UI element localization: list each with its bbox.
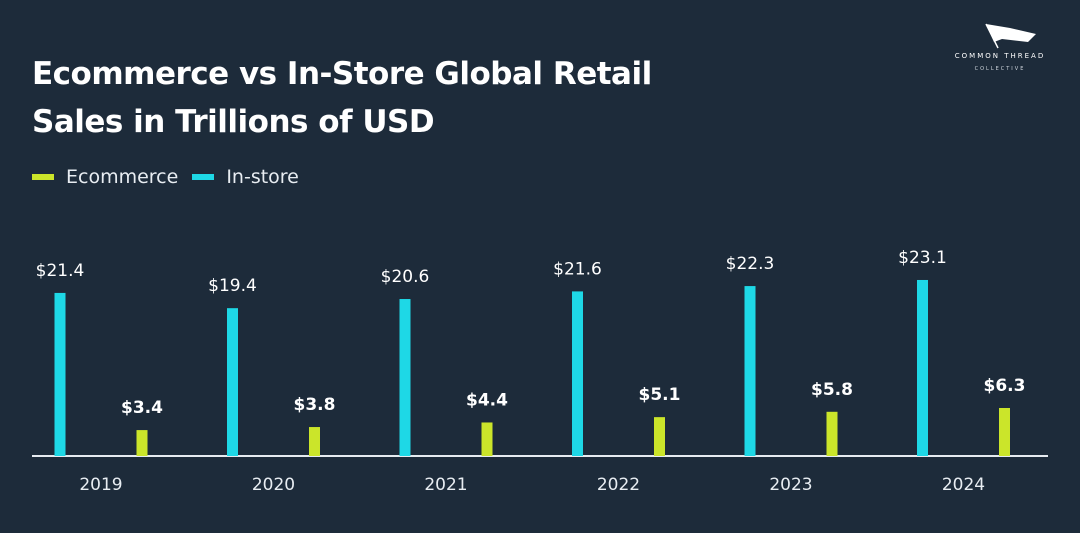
brand-logo: COMMON THREAD COLLECTIVE [950,20,1050,80]
data-label-instore-2024: $23.1 [898,248,947,268]
x-tick-label-2024: 2024 [942,475,985,495]
data-label-ecommerce-2024: $6.3 [984,376,1026,396]
bar-instore-2023 [744,286,756,456]
bar-ecommerce-2022 [654,417,665,456]
logo-subtitle: COLLECTIVE [974,66,1026,72]
bar-instore-2019 [54,292,66,456]
legend-label-ecommerce: Ecommerce [66,166,179,188]
x-tick-label-2019: 2019 [79,475,122,495]
legend-item-instore: In-store [192,166,299,188]
title-line-2: Sales in Trillions of USD [32,104,435,140]
data-label-ecommerce-2019: $3.4 [121,398,163,418]
data-label-instore-2020: $19.4 [208,276,257,296]
data-label-ecommerce-2020: $3.8 [294,395,336,415]
x-tick-label-2023: 2023 [769,475,812,495]
bar-ecommerce-2021 [481,422,493,456]
chart-title: Ecommerce vs In-Store Global Retail Sale… [32,50,652,146]
data-label-ecommerce-2022: $5.1 [639,385,681,405]
data-label-ecommerce-2021: $4.4 [466,390,508,410]
bar-instore-2021 [399,299,411,456]
flag-icon [985,23,1036,49]
legend-label-instore: In-store [226,166,299,188]
title-line-1: Ecommerce vs In-Store Global Retail [32,56,652,92]
data-label-instore-2023: $22.3 [726,254,775,274]
data-label-ecommerce-2023: $5.8 [811,380,853,400]
bar-instore-2020 [227,308,238,456]
bar-ecommerce-2024 [999,407,1010,456]
bar-ecommerce-2023 [826,411,838,456]
data-label-instore-2019: $21.4 [36,261,85,281]
data-label-instore-2021: $20.6 [381,267,430,287]
bar-ecommerce-2019 [136,430,148,456]
data-label-instore-2022: $21.6 [553,259,602,279]
legend-swatch-instore [192,174,215,180]
x-tick-label-2020: 2020 [252,475,295,495]
bar-instore-2024 [917,279,928,456]
x-tick-label-2021: 2021 [424,475,467,495]
bar-ecommerce-2020 [309,427,320,456]
x-tick-label-2022: 2022 [597,475,640,495]
legend-item-ecommerce: Ecommerce [32,166,178,188]
bar-instore-2022 [572,291,583,456]
logo-wordmark: COMMON THREAD [954,52,1046,60]
legend-swatch-ecommerce [32,174,54,180]
legend: Ecommerce In-store [32,166,313,188]
